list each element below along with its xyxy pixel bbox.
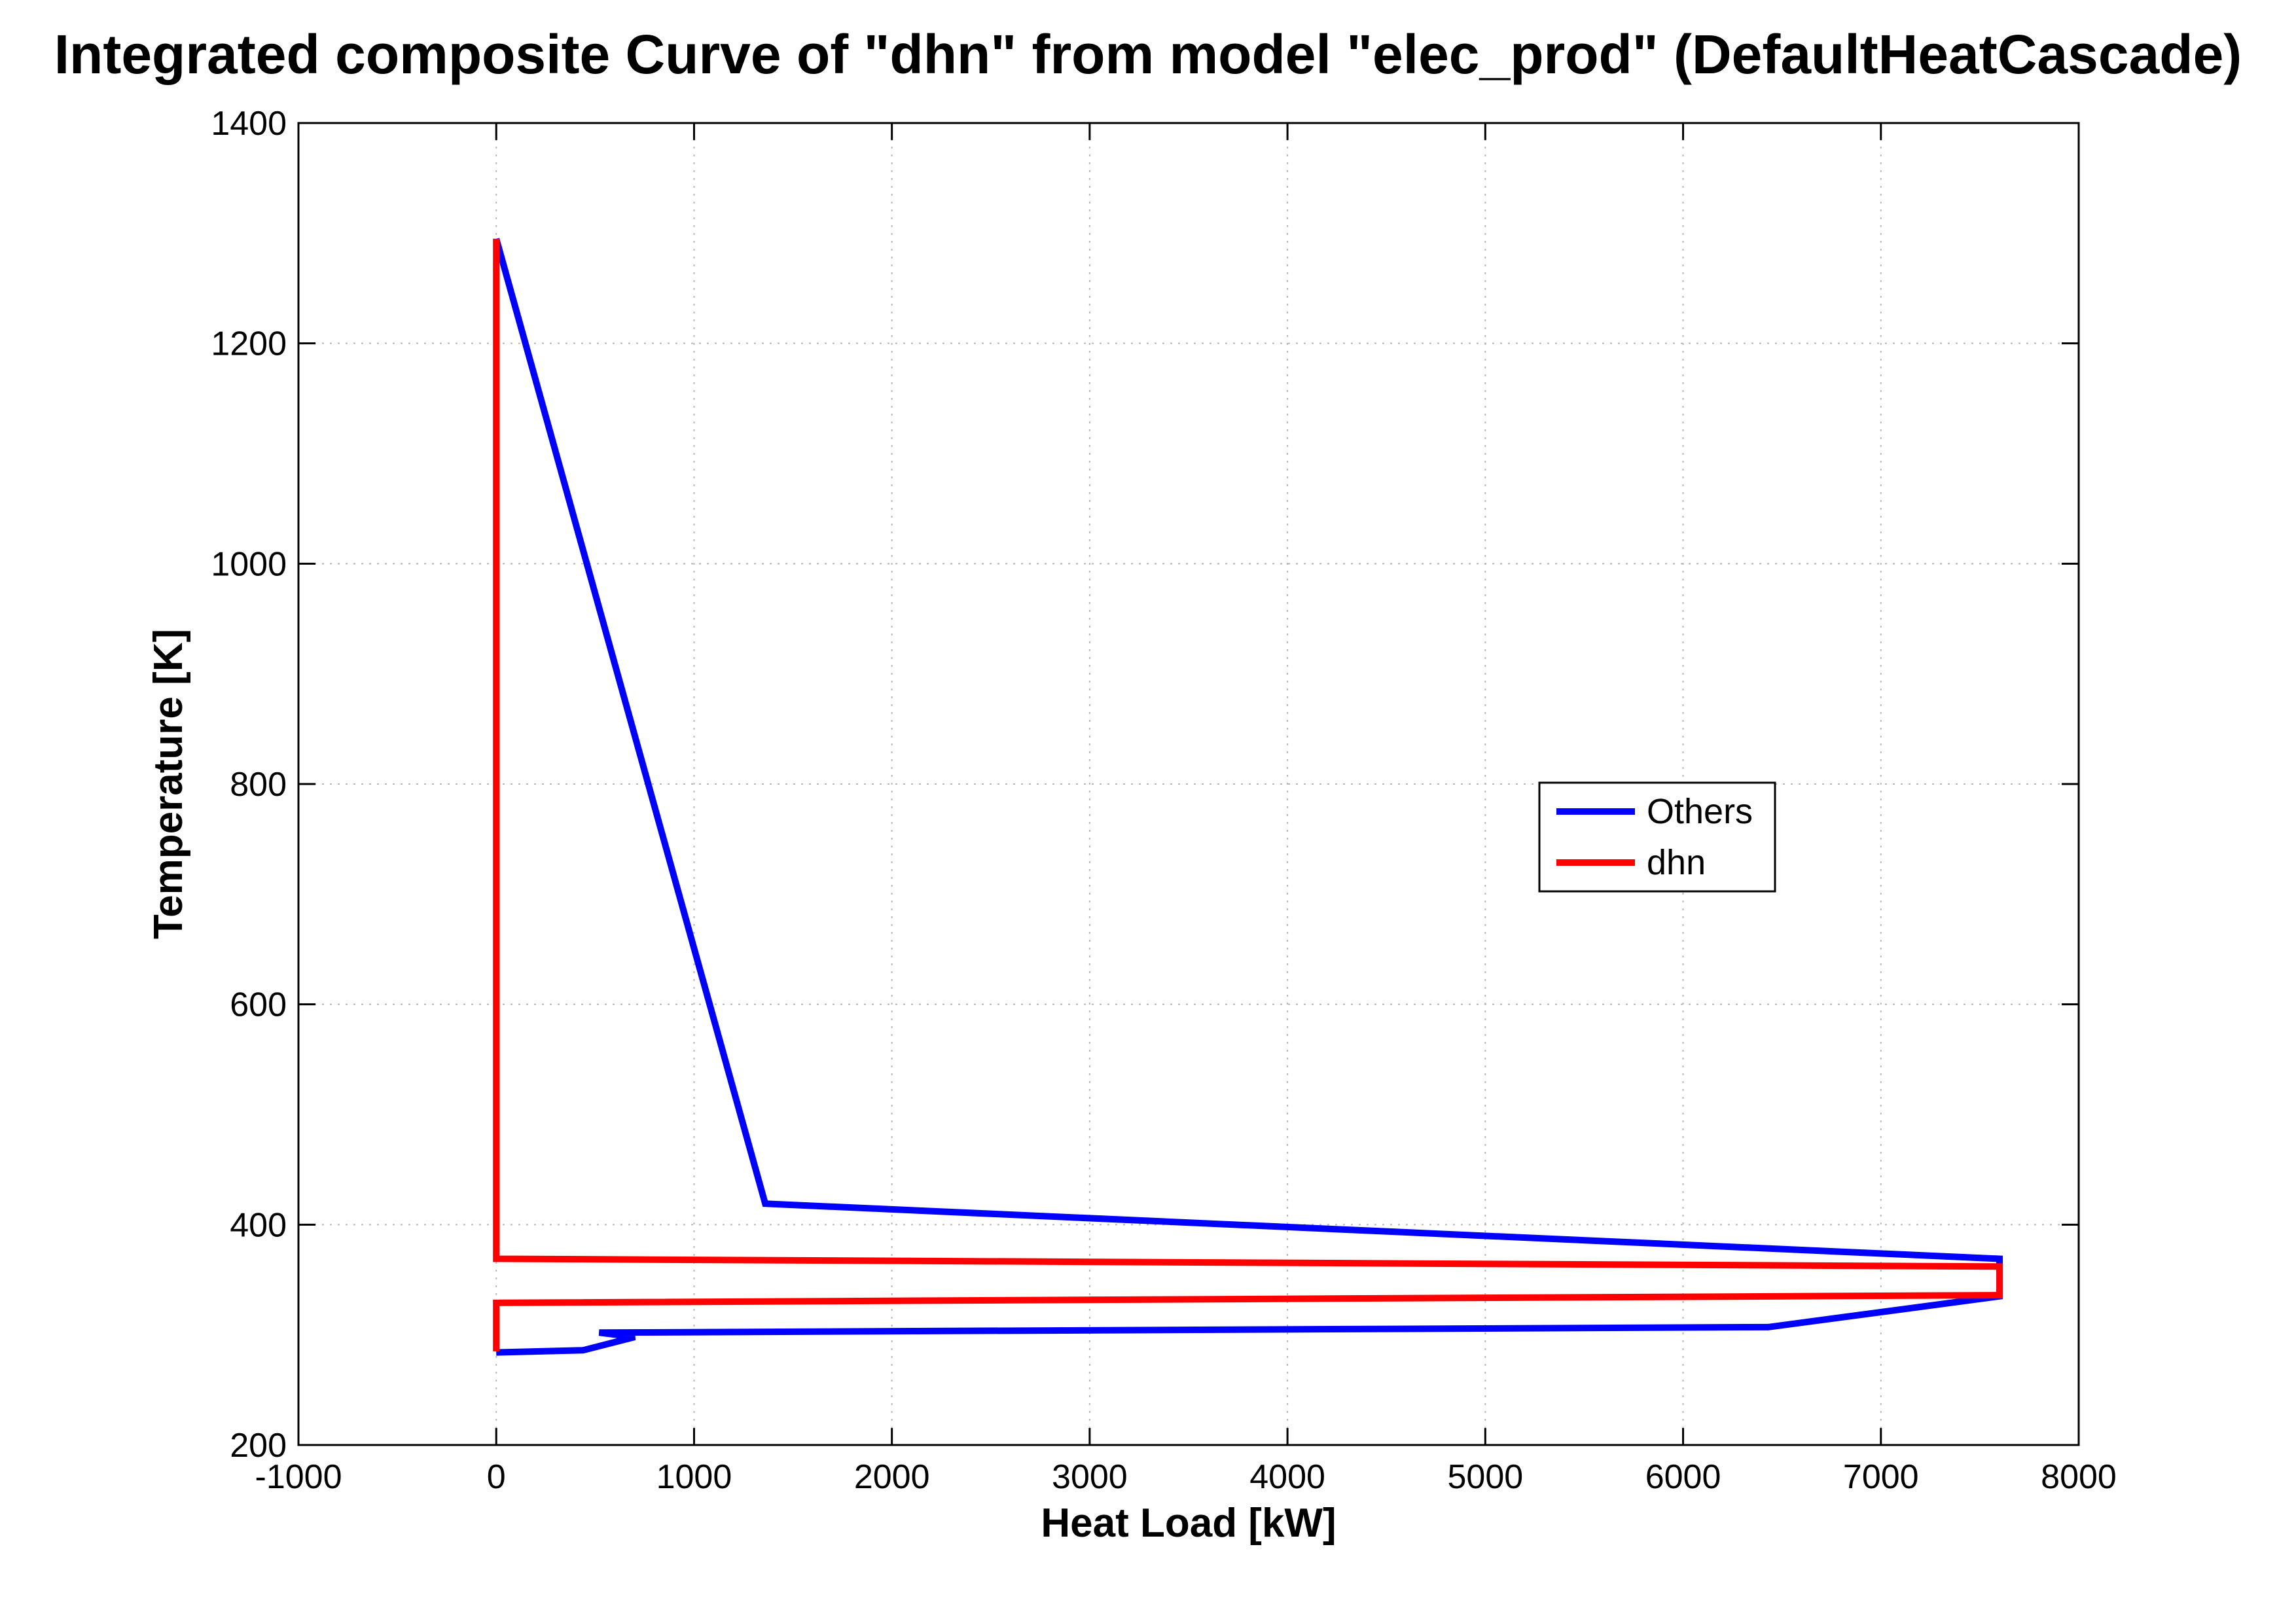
x-tick-label: 5000 [1447, 1458, 1523, 1496]
x-tick-label: -1000 [255, 1458, 342, 1496]
legend-label-dhn: dhn [1647, 843, 1706, 882]
x-axis-label: Heat Load [kW] [1041, 1501, 1336, 1546]
y-tick-labels: 200 400 600 800 1000 1200 1400 [211, 105, 287, 1465]
y-tick-label: 200 [230, 1427, 287, 1465]
y-tick-label: 800 [230, 766, 287, 804]
x-tick-label: 4000 [1249, 1458, 1325, 1496]
x-tick-labels: -1000 0 1000 2000 3000 4000 5000 6000 7000 8000 [255, 1458, 2117, 1496]
axis-ticks [297, 122, 2080, 1446]
y-tick-label: 1400 [211, 105, 287, 143]
y-tick-label: 600 [230, 986, 287, 1024]
chart-title: Integrated composite Curve of "dhn" from… [54, 24, 2242, 85]
x-tick-label: 7000 [1843, 1458, 1919, 1496]
x-tick-label: 2000 [854, 1458, 930, 1496]
x-tick-label: 1000 [656, 1458, 732, 1496]
legend-box [1538, 781, 1776, 893]
x-tick-label: 6000 [1645, 1458, 1721, 1496]
y-tick-label: 400 [230, 1206, 287, 1244]
y-axis-label: Temperature [K] [146, 629, 191, 939]
legend: Others dhn [1538, 781, 1776, 893]
x-tick-label: 0 [487, 1458, 506, 1496]
series-line-dhn [493, 238, 2003, 1351]
legend-label-others: Others [1647, 792, 1753, 831]
series-lines [493, 238, 2003, 1356]
y-tick-label: 1200 [211, 325, 287, 363]
y-tick-label: 1000 [211, 545, 287, 583]
x-tick-label: 8000 [2041, 1458, 2117, 1496]
series-line-others [493, 238, 2003, 1356]
x-tick-label: 3000 [1052, 1458, 1128, 1496]
